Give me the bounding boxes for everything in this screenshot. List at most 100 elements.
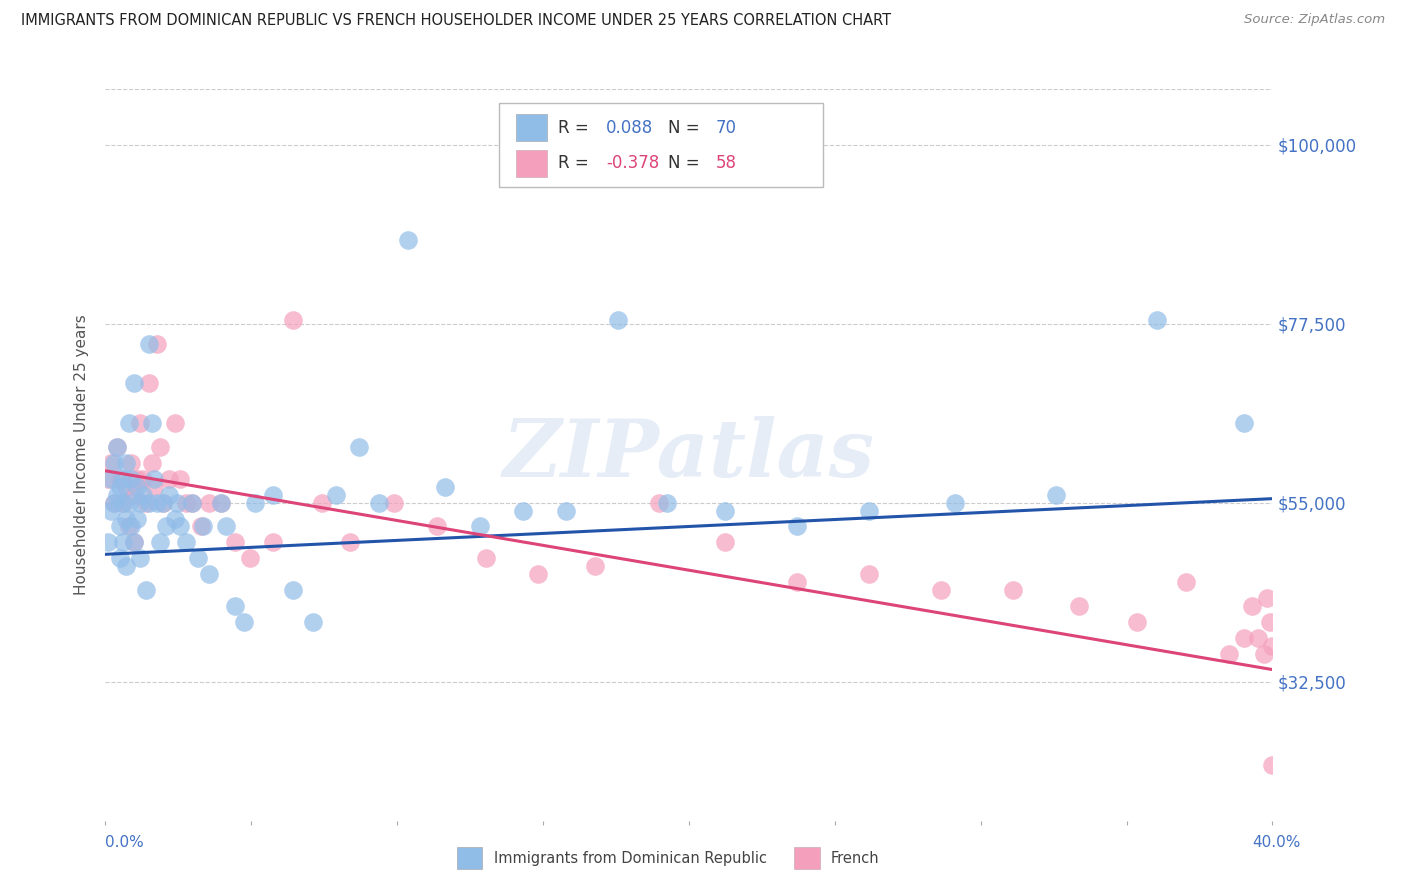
Text: R =: R = xyxy=(558,119,595,136)
Point xyxy=(111,495,134,509)
Point xyxy=(1247,631,1270,645)
Point xyxy=(127,480,149,494)
Point xyxy=(1253,647,1275,661)
Point xyxy=(169,519,191,533)
Point xyxy=(100,472,122,486)
Point xyxy=(122,488,145,502)
Point xyxy=(105,440,128,454)
Text: French: French xyxy=(831,851,880,865)
Point xyxy=(117,519,139,533)
Point xyxy=(302,615,325,629)
Point xyxy=(138,495,160,509)
Point xyxy=(120,472,142,486)
Point xyxy=(224,535,246,549)
Point xyxy=(152,495,174,509)
Point xyxy=(193,519,215,533)
Point xyxy=(117,416,139,430)
Text: ZIPatlas: ZIPatlas xyxy=(503,417,875,493)
Text: R =: R = xyxy=(558,154,595,172)
Point xyxy=(163,416,186,430)
Point xyxy=(786,575,808,590)
Text: N =: N = xyxy=(668,154,704,172)
Point xyxy=(1261,758,1284,772)
Point xyxy=(396,233,419,247)
Point xyxy=(858,567,880,582)
Point xyxy=(111,535,134,549)
Point xyxy=(714,535,737,549)
Point xyxy=(149,440,172,454)
Point xyxy=(103,495,125,509)
Point xyxy=(929,583,952,598)
Point xyxy=(152,495,174,509)
Point xyxy=(155,519,177,533)
Point xyxy=(135,495,157,509)
Point xyxy=(1175,575,1198,590)
Point xyxy=(1233,631,1256,645)
Point xyxy=(122,535,145,549)
Point xyxy=(583,559,606,574)
Point xyxy=(103,456,125,470)
Point xyxy=(129,416,152,430)
Text: Source: ZipAtlas.com: Source: ZipAtlas.com xyxy=(1244,13,1385,27)
Text: -0.378: -0.378 xyxy=(606,154,659,172)
Point xyxy=(224,599,246,613)
Point xyxy=(127,511,149,525)
Point xyxy=(347,440,370,454)
Point xyxy=(132,488,155,502)
Point xyxy=(141,456,163,470)
Point xyxy=(169,472,191,486)
Point xyxy=(138,376,160,391)
Point xyxy=(325,488,347,502)
Point xyxy=(163,511,186,525)
Point xyxy=(1002,583,1025,598)
Point xyxy=(281,312,304,326)
Point xyxy=(122,376,145,391)
Point xyxy=(1241,599,1264,613)
Point xyxy=(105,488,128,502)
Point xyxy=(339,535,361,549)
Point xyxy=(114,456,136,470)
Point xyxy=(647,495,669,509)
Point xyxy=(149,535,172,549)
Point xyxy=(434,480,457,494)
Point xyxy=(1218,647,1240,661)
Point xyxy=(262,535,284,549)
Point xyxy=(555,503,578,517)
Point xyxy=(1146,312,1168,326)
Point xyxy=(127,472,149,486)
Y-axis label: Householder Income Under 25 years: Householder Income Under 25 years xyxy=(75,315,90,595)
Point xyxy=(108,551,131,566)
Point xyxy=(1045,488,1067,502)
Point xyxy=(174,535,197,549)
Point xyxy=(97,472,120,486)
Text: 58: 58 xyxy=(716,154,737,172)
Point xyxy=(114,511,136,525)
Point xyxy=(120,456,142,470)
Text: 0.0%: 0.0% xyxy=(105,836,145,850)
Point xyxy=(526,567,548,582)
Point xyxy=(174,495,197,509)
Text: 0.088: 0.088 xyxy=(606,119,654,136)
Point xyxy=(157,472,180,486)
Point xyxy=(105,440,128,454)
Point xyxy=(245,495,267,509)
Text: 40.0%: 40.0% xyxy=(1253,836,1301,850)
Point xyxy=(657,495,679,509)
Point xyxy=(198,567,221,582)
Point xyxy=(129,551,152,566)
Point xyxy=(100,456,122,470)
Point xyxy=(786,519,808,533)
Text: IMMIGRANTS FROM DOMINICAN REPUBLIC VS FRENCH HOUSEHOLDER INCOME UNDER 25 YEARS C: IMMIGRANTS FROM DOMINICAN REPUBLIC VS FR… xyxy=(21,13,891,29)
Point xyxy=(382,495,405,509)
Point xyxy=(368,495,391,509)
Point xyxy=(146,495,169,509)
Point xyxy=(1261,639,1284,653)
Point xyxy=(209,495,232,509)
Point xyxy=(209,495,232,509)
Point xyxy=(1256,591,1278,605)
Point xyxy=(111,495,134,509)
Point xyxy=(262,488,284,502)
Point xyxy=(114,559,136,574)
Point xyxy=(190,519,212,533)
Text: N =: N = xyxy=(668,119,704,136)
